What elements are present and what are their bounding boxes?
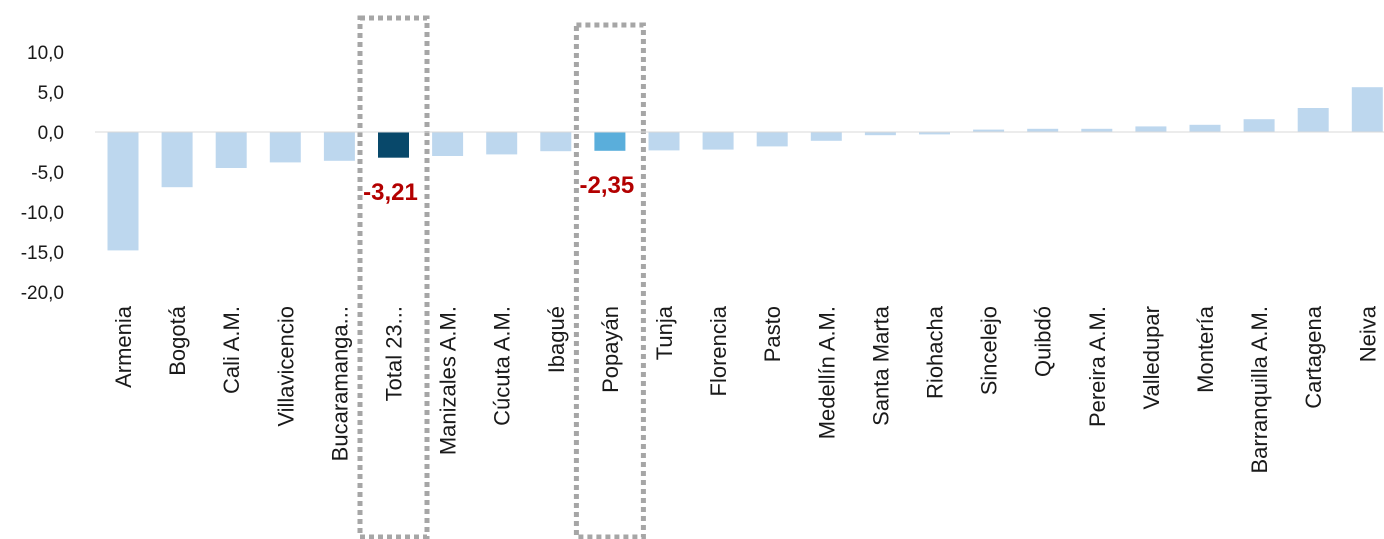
x-axis-labels: Armenia Bogotá Cali A.M. Villavicencio Bucar… [111, 305, 1380, 473]
x-tick-label: Popayán [598, 306, 623, 393]
highlight-boxes [357, 15, 646, 539]
bar-villavicencio [269, 132, 301, 163]
bar-bucaramanga [323, 132, 355, 161]
y-tick-label: -5,0 [31, 163, 64, 184]
x-tick-label: Riohacha [923, 305, 948, 399]
y-tick-label: 5,0 [38, 83, 64, 104]
x-tick-label: Barranquilla A.M. [1247, 306, 1272, 474]
bar-bogota [161, 132, 193, 188]
y-tick-label: 0,0 [38, 123, 64, 144]
x-tick-label: Cali A.M. [219, 306, 244, 394]
bar-cali-a-m [215, 132, 247, 168]
bar-ibague [540, 132, 572, 152]
x-tick-label: Bucaramanga... [327, 306, 352, 461]
x-tick-label: Ibagué [544, 306, 569, 373]
bar-pereira-a-m [1081, 128, 1113, 132]
y-tick-label: -15,0 [21, 243, 64, 264]
y-tick-label: 10,0 [27, 43, 64, 64]
bar-medellin-a-m [810, 132, 842, 141]
bar-quibdo [1027, 128, 1059, 132]
bar-neiva [1351, 87, 1383, 132]
x-tick-label: Pasto [760, 306, 785, 362]
y-tick-label: -20,0 [21, 283, 64, 304]
bar-popayan [594, 132, 626, 151]
highlight-box-total-23 [357, 15, 430, 539]
x-tick-label: Florencia [706, 305, 731, 396]
x-tick-label: Villavicencio [273, 306, 298, 427]
x-tick-label: Cartagena [1301, 305, 1326, 409]
x-tick-label: Cúcuta A.M. [490, 306, 515, 426]
x-tick-label: Tunja [652, 305, 677, 360]
x-tick-label: Bogotá [165, 305, 190, 375]
bar-total-23 [378, 132, 409, 158]
bar-tunja [648, 132, 680, 151]
x-tick-label: Total 23... [382, 306, 407, 401]
data-labels: -3,21 -2,35 [363, 172, 634, 206]
data-label-popayan: -2,35 [580, 172, 635, 199]
bar-armenia [107, 132, 139, 251]
bar-florencia [702, 132, 734, 150]
bar-pasto [756, 132, 788, 147]
x-tick-label: Montería [1193, 305, 1218, 393]
data-label-total-23: -3,21 [363, 179, 418, 206]
bar-sincelejo [973, 129, 1005, 132]
x-tick-label: Manizales A.M. [436, 306, 461, 455]
x-tick-label: Quibdó [1031, 306, 1056, 377]
bars [107, 87, 1383, 251]
x-tick-label: Armenia [111, 305, 136, 388]
bar-santa-marta [864, 132, 896, 136]
x-tick-label: Santa Marta [868, 305, 893, 426]
y-tick-label: -10,0 [21, 203, 64, 224]
bar-monteria [1189, 124, 1221, 132]
x-tick-label: Medellín A.M. [814, 306, 839, 439]
bar-riohacha [919, 132, 950, 135]
x-tick-label: Neiva [1355, 305, 1380, 362]
x-tick-label: Pereira A.M. [1085, 306, 1110, 427]
bar-barranquilla-a-m [1243, 119, 1275, 132]
y-axis: 10,0 5,0 0,0 -5,0 -10,0 -15,0 -20,0 [21, 43, 64, 304]
bar-cartagena [1297, 108, 1329, 132]
bar-cucuta-a-m [486, 132, 518, 155]
bar-valledupar [1135, 126, 1167, 132]
bar-manizales-a-m [432, 132, 464, 156]
x-tick-label: Valledupar [1139, 306, 1164, 410]
highlight-box-popayan [573, 22, 646, 539]
x-tick-label: Sincelejo [977, 306, 1002, 395]
